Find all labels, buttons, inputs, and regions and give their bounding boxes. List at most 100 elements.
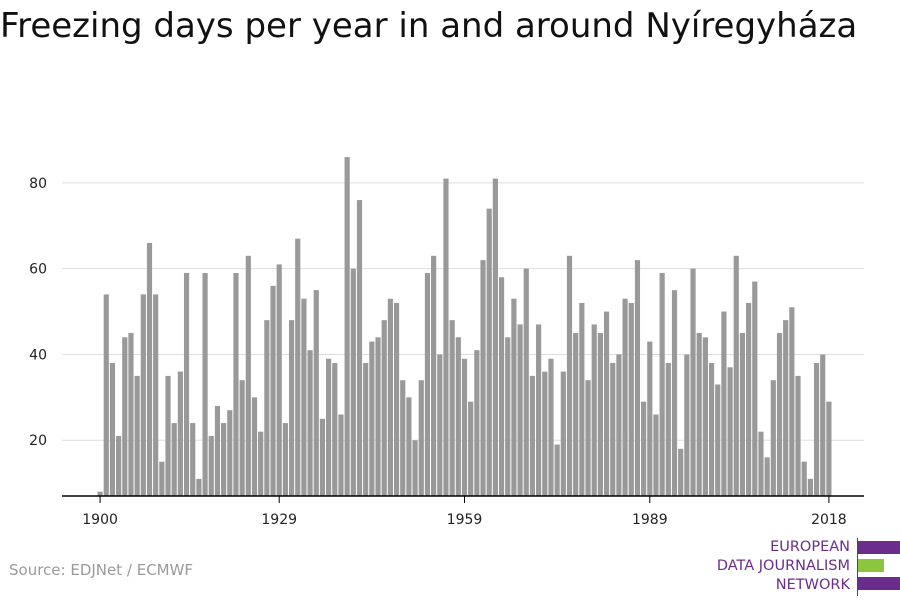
logo-line-2: DATA JOURNALISM (716, 558, 850, 574)
bar-1920 (221, 423, 227, 496)
bar-1976 (566, 255, 573, 496)
bar-1961 (474, 350, 480, 496)
bar-1978 (579, 302, 585, 496)
bar-1998 (702, 337, 708, 496)
bar-1977 (573, 333, 579, 496)
x-tick-label: 1959 (447, 512, 483, 528)
bar-1924 (245, 255, 251, 496)
x-tick-label: 1929 (261, 512, 297, 528)
bar-1949 (400, 380, 406, 496)
logo-bar-middle (858, 559, 884, 572)
bar-2001 (721, 311, 727, 496)
bar-1910 (159, 461, 165, 496)
y-tick-label: 60 (29, 262, 47, 278)
bar-1986 (628, 302, 634, 496)
bar-1942 (356, 200, 363, 496)
bar-1979 (585, 380, 591, 496)
bar-1939 (338, 414, 344, 496)
bar-1957 (449, 320, 455, 496)
bar-1943 (363, 363, 369, 496)
x-axis-ticks: 1900 1929 1959 1989 2018 (82, 496, 847, 528)
bar-2002 (727, 367, 733, 496)
bar-1930 (282, 423, 288, 496)
bar-1951 (412, 440, 418, 496)
bar-1926 (258, 431, 264, 496)
bar-1983 (610, 363, 616, 496)
bar-1970 (529, 375, 536, 496)
bar-1907 (140, 294, 146, 496)
bar-1955 (437, 354, 443, 496)
bar-2008 (764, 457, 770, 496)
bar-1927 (264, 320, 270, 496)
bar-2010 (776, 333, 783, 496)
logo-line-3: NETWORK (775, 577, 850, 593)
bar-1904 (122, 337, 128, 496)
bar-1938 (332, 363, 338, 496)
bar-1903 (116, 435, 122, 496)
bar-1963 (486, 208, 492, 496)
bar-2005 (746, 302, 752, 496)
bar-1918 (208, 435, 214, 496)
bar-1981 (597, 333, 603, 496)
bar-1940 (344, 157, 350, 497)
bar-1950 (406, 397, 412, 496)
bar-2011 (783, 320, 789, 496)
bar-1912 (171, 423, 177, 496)
bar-2018 (826, 401, 832, 496)
bar-2004 (739, 333, 746, 496)
bar-1935 (313, 290, 319, 496)
bar-1999 (708, 363, 715, 496)
bar-2006 (752, 281, 758, 496)
bar-1934 (307, 350, 313, 496)
logo-bar-bottom (858, 577, 900, 590)
bar-1901 (103, 294, 109, 496)
chart-title: Freezing days per year in and around Nyí… (0, 6, 858, 46)
bar-1945 (375, 337, 381, 496)
bar-1911 (165, 375, 171, 496)
bar-1985 (622, 298, 628, 496)
bar-1948 (393, 302, 400, 496)
bar-1958 (455, 337, 461, 496)
y-tick-label: 20 (29, 433, 47, 449)
bar-1992 (665, 363, 671, 496)
bar-1973 (548, 358, 554, 496)
bar-1906 (134, 375, 140, 496)
bar-1913 (177, 371, 183, 496)
bar-1917 (202, 272, 208, 496)
y-tick-label: 80 (29, 176, 47, 192)
bar-2012 (789, 307, 795, 496)
bar-2007 (758, 431, 764, 496)
bar-1937 (326, 358, 332, 496)
bar-1969 (523, 268, 529, 496)
bar-1956 (443, 178, 449, 496)
bar-1962 (480, 260, 486, 496)
bar-1987 (634, 260, 641, 496)
bar-1996 (690, 268, 696, 496)
bar-1954 (431, 255, 437, 496)
y-tick-label: 40 (29, 347, 47, 363)
bar-1902 (109, 363, 116, 496)
logo-divider (857, 538, 858, 596)
bar-1960 (468, 401, 474, 496)
x-tick-label: 2018 (811, 512, 847, 528)
bar-1995 (684, 354, 690, 496)
bar-2014 (801, 461, 807, 496)
bar-1928 (270, 285, 276, 496)
bar-1967 (511, 298, 517, 496)
bar-1974 (554, 444, 560, 496)
bar-2016 (813, 363, 820, 496)
bar-1933 (301, 298, 307, 496)
x-tick-label: 1900 (82, 512, 118, 528)
bar-1905 (128, 333, 134, 496)
bar-1916 (196, 478, 202, 496)
bar-2015 (807, 478, 813, 496)
bar-1936 (319, 418, 326, 496)
bar-1914 (183, 272, 190, 496)
bar-2000 (715, 384, 721, 496)
bar-1925 (251, 397, 258, 496)
bar-1941 (350, 268, 356, 496)
bar-1993 (671, 290, 678, 496)
bar-1994 (678, 448, 684, 496)
bar-1964 (492, 178, 498, 496)
